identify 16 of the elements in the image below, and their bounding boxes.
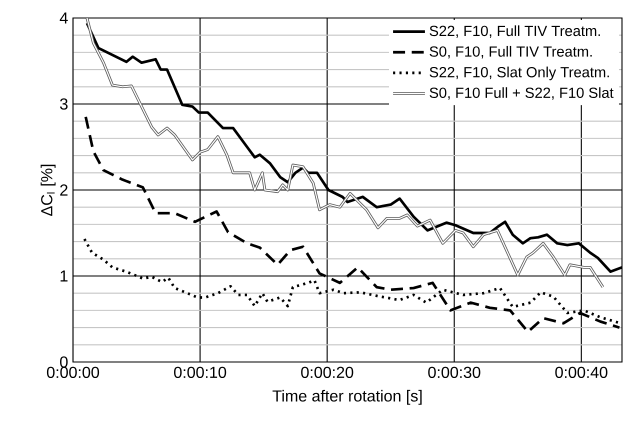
y-tick-label: 0 [60,356,68,368]
x-tick-label: 0:00:30 [428,366,480,378]
y-tick-label: 1 [60,270,68,282]
legend-label: S0, F10 Full + S22, F10 Slat [430,87,614,100]
legend-label: S0, F10, Full TIV Treatm. [430,46,592,58]
y-tick-label: 2 [60,184,68,196]
x-tick-label: 0:00:00 [46,366,100,378]
x-tick-label: 0:00:10 [174,366,226,378]
y-tick-label: 3 [60,98,68,110]
legend-label: S22, F10, Full TIV Treatm. [430,25,600,38]
x-tick-label: 0:00:20 [301,366,354,378]
y-tick-label: 4 [60,12,68,24]
x-axis-title: Time after rotation [s] [272,390,422,405]
y-axis-title: ΔC$_{l}$ [%] [40,164,56,216]
x-tick-label: 0:00:40 [555,366,608,378]
legend-label: S22, F10, Slat Only Treatm. [430,66,609,80]
